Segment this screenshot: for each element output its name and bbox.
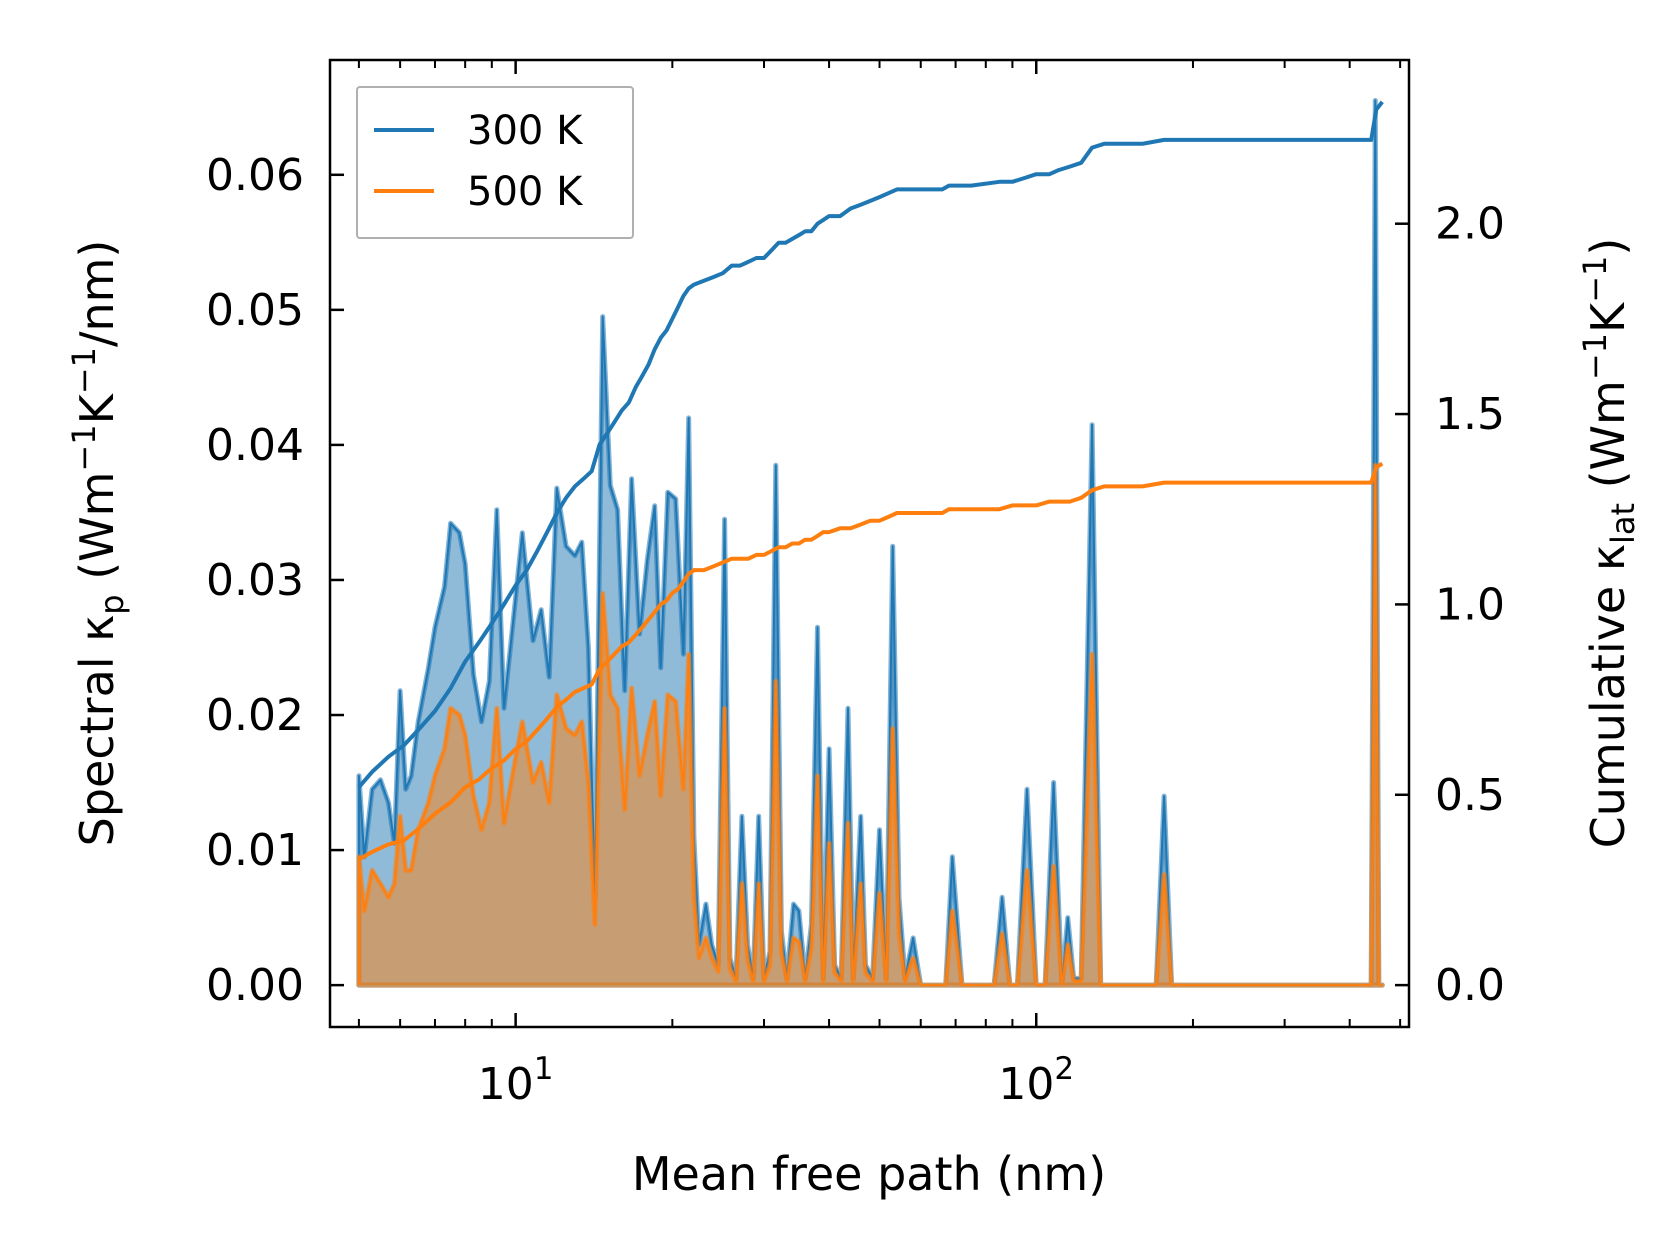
y-right-tick-label: 2.0 (1435, 199, 1505, 250)
y-left-title-mid: K (70, 392, 124, 424)
plot-frame (328, 58, 1411, 1029)
y-left-tick-label: 0.05 (206, 285, 304, 336)
cumulative-line-500k (357, 461, 1384, 862)
y-right-tick-label: 1.0 (1435, 579, 1505, 630)
x-axis-title: Mean free path (nm) (632, 1147, 1106, 1201)
x-tick-label-exponent: 2 (1054, 1051, 1074, 1087)
y-left-title-unit-open: (Wm (70, 472, 124, 595)
y-right-title-unit-close: ) (1581, 238, 1635, 256)
y-right-title-mid: K (1581, 301, 1635, 333)
y-right-tick-label: 1.5 (1435, 389, 1505, 440)
y-right-title-sup2: −1 (1576, 256, 1614, 303)
legend-label-500k: 500 K (467, 169, 584, 215)
y-left-title-sup1: −1 (65, 424, 103, 471)
y-left-title-sub: p (93, 594, 131, 614)
x-tick-label: 101 (478, 1051, 554, 1110)
x-tick-label-exponent: 1 (534, 1051, 554, 1087)
y-left-tick-label: 0.04 (206, 420, 304, 471)
y-left-tick-label: 0.00 (206, 960, 304, 1011)
y-right-title-prefix: Cumulative κ (1581, 544, 1635, 848)
y-right-title-sup1: −1 (1576, 333, 1614, 380)
y-left-tick-label: 0.02 (206, 690, 304, 741)
x-tick-label-base: 10 (478, 1059, 534, 1110)
x-tick-label-base: 10 (998, 1059, 1054, 1110)
y-left-tick-label: 0.01 (206, 825, 304, 876)
legend-label-300k: 300 K (467, 108, 584, 154)
spectral-line-300k (357, 99, 1383, 987)
spectral-fill-layer (356, 98, 1385, 988)
series-line-layer (357, 100, 1384, 862)
tick-layer: 0.00 0.01 0.02 0.03 0.04 0.05 0.06 0.0 0.5 1.0 1.5… (206, 60, 1505, 1110)
y-left-title-sup2: −1 (65, 347, 103, 394)
y-right-tick-label: 0.5 (1435, 770, 1505, 821)
y-right-tick-label: 0.0 (1435, 960, 1505, 1011)
x-tick-label: 102 (998, 1051, 1074, 1110)
legend-box (356, 86, 634, 239)
cumulative-line-300k (357, 100, 1384, 789)
spectral-line-500k (357, 464, 1383, 987)
legend: 300 K 500 K (356, 86, 634, 239)
y-left-tick-label: 0.06 (206, 150, 304, 201)
y-right-title-sub: lat (1604, 503, 1642, 544)
y-right-axis-title: Cumulative κlat (Wm−1K−1) (1576, 238, 1642, 849)
y-left-title-unit-close: /nm) (70, 240, 124, 347)
y-right-title-unit-open: (Wm (1581, 380, 1635, 503)
y-left-tick-label: 0.03 (206, 555, 304, 606)
y-left-axis-title: Spectral κp (Wm−1K−1/nm) (65, 240, 131, 847)
y-left-title-prefix: Spectral κ (70, 615, 124, 847)
